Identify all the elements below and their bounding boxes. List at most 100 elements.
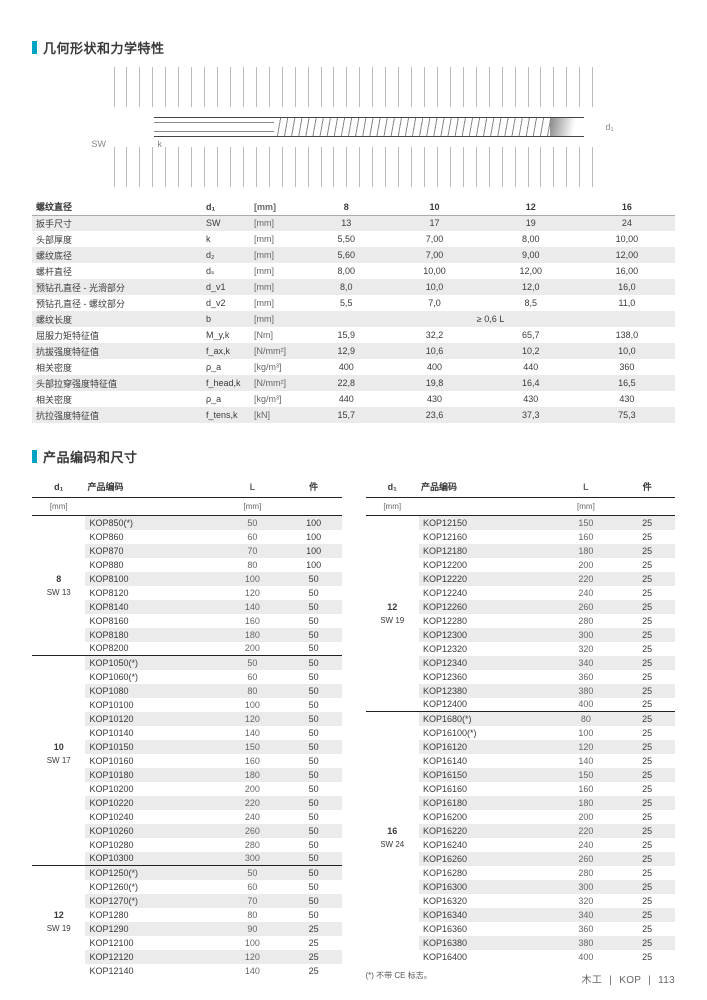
hdr-L: L <box>219 476 286 498</box>
product-row: KOP10808050 <box>32 684 342 698</box>
geometry-row: 螺杆直径dₛ[mm]8,0010,0012,0016,00 <box>32 263 675 279</box>
geometry-row: 预钻孔直径 - 光滑部分d_v1[mm]8,010,012,016,0 <box>32 279 675 295</box>
label-d1: d₁ <box>605 122 613 132</box>
product-row: KOP1238038025 <box>366 684 676 698</box>
product-row: KOP1012012050 <box>32 712 342 726</box>
product-row: KOP1240040025 <box>366 698 676 712</box>
product-row: 12KOP12808050 <box>32 908 342 922</box>
product-row: KOP850(*)50100 <box>32 516 342 530</box>
product-row: KOP1220020025 <box>366 558 676 572</box>
product-row: SW 24KOP1624024025 <box>366 838 676 852</box>
geometry-row: 头部拉穿强度特征值f_head,k[N/mm²]22,819,816,416,5 <box>32 375 675 391</box>
product-row: SW 17KOP1016016050 <box>32 754 342 768</box>
screw-shape <box>154 117 584 137</box>
product-row: KOP1214014025 <box>32 964 342 978</box>
product-row: KOP1020020050 <box>32 782 342 796</box>
product-row: KOP1050(*)5050 <box>32 656 342 670</box>
geometry-row: 扳手尺寸SW[mm]13171924 <box>32 215 675 231</box>
product-row: SW 19KOP1228028025 <box>366 614 676 628</box>
hdr-L-unit: [mm] <box>219 498 286 516</box>
geometry-row: 螺纹长度b[mm]≥ 0,6 L <box>32 311 675 327</box>
product-right-body: KOP1215015025KOP1216016025KOP1218018025K… <box>366 516 676 964</box>
product-row: KOP1618018025 <box>366 796 676 810</box>
geometry-row: 抗拉强度特征值f_tens,k[kN]15,723,637,375,3 <box>32 407 675 423</box>
product-row: SW 13KOP812012050 <box>32 586 342 600</box>
geometry-row: 相关密度ρ_a[kg/m³]400400440360 <box>32 359 675 375</box>
product-row: KOP820020050 <box>32 642 342 656</box>
product-row: KOP1018018050 <box>32 768 342 782</box>
product-row: KOP1026026050 <box>32 824 342 838</box>
product-row: KOP1628028025 <box>366 866 676 880</box>
product-row: KOP1014014050 <box>32 726 342 740</box>
geometry-row: 螺纹底径d₂[mm]5,607,009,0012,00 <box>32 247 675 263</box>
label-sw: SW <box>92 139 107 149</box>
geometry-table: 螺纹直径d₁[mm]8101216扳手尺寸SW[mm]13171924头部厚度k… <box>32 199 675 423</box>
product-row: KOP1234034025 <box>366 656 676 670</box>
accent-bar-icon <box>32 450 37 463</box>
product-row: KOP1218018025 <box>366 544 676 558</box>
footer-prod: KOP <box>619 975 641 986</box>
product-row: KOP88080100 <box>32 558 342 572</box>
geometry-row: 螺纹直径d₁[mm]8101216 <box>32 199 675 215</box>
product-row: KOP1634034025 <box>366 908 676 922</box>
product-row: KOP1638038025 <box>366 936 676 950</box>
geometry-row: 头部厚度k[mm]5,507,008,0010,00 <box>32 231 675 247</box>
product-row: KOP1626026025 <box>366 852 676 866</box>
product-row: KOP1022022050 <box>32 796 342 810</box>
product-table-left: d₁ 产品编码 L 件 [mm] [mm] KOP850(*)50100KOP8… <box>32 476 342 978</box>
product-row: KOP814014050 <box>32 600 342 614</box>
product-row: KOP1640040025 <box>366 950 676 964</box>
section1-title: 几何形状和力学特性 <box>32 38 675 57</box>
product-row: KOP1270(*)7050 <box>32 894 342 908</box>
product-row: KOP1210010025 <box>32 936 342 950</box>
geometry-row: 屈服力矩特征值M_y,k[Nm]15,932,265,7138,0 <box>32 327 675 343</box>
product-row: KOP1222022025 <box>366 572 676 586</box>
footer-cat: 木工 <box>582 975 603 986</box>
product-row: KOP1680(*)8025 <box>366 712 676 726</box>
product-row: KOP1212012025 <box>32 950 342 964</box>
product-row: KOP1614014025 <box>366 754 676 768</box>
hdr-d1-unit: [mm] <box>32 498 85 516</box>
ticks-bot <box>114 147 594 187</box>
product-row: KOP1232032025 <box>366 642 676 656</box>
product-row: 8KOP810010050 <box>32 572 342 586</box>
product-row: KOP818018050 <box>32 628 342 642</box>
product-row: KOP1612012025 <box>366 740 676 754</box>
product-left-body: KOP850(*)50100KOP86060100KOP87070100KOP8… <box>32 516 342 978</box>
product-row: KOP1250(*)5050 <box>32 866 342 880</box>
hdr-code: 产品编码 <box>85 476 219 498</box>
product-row: SW 19KOP12909025 <box>32 922 342 936</box>
hdr-qty: 件 <box>286 476 342 498</box>
product-row: KOP1010010050 <box>32 698 342 712</box>
accent-bar-icon <box>32 41 37 54</box>
screw-diagram: SW k d₁ <box>114 67 594 187</box>
geometry-row: 预钻孔直径 - 螺纹部分d_v2[mm]5,57,08,511,0 <box>32 295 675 311</box>
product-row: 16KOP1622022025 <box>366 824 676 838</box>
product-row: KOP1620020025 <box>366 810 676 824</box>
product-row: KOP1636036025 <box>366 922 676 936</box>
product-row: KOP87070100 <box>32 544 342 558</box>
product-row: KOP1615015025 <box>366 768 676 782</box>
product-row: KOP1060(*)6050 <box>32 670 342 684</box>
product-row: KOP1230030025 <box>366 628 676 642</box>
product-row: KOP1236036025 <box>366 670 676 684</box>
product-row: 10KOP1015015050 <box>32 740 342 754</box>
geometry-row: 相关密度ρ_a[kg/m³]440430430430 <box>32 391 675 407</box>
product-row: KOP16100(*)10025 <box>366 726 676 740</box>
product-row: KOP1216016025 <box>366 530 676 544</box>
label-k: k <box>158 139 163 149</box>
geometry-row: 抗拔强度特征值f_ax,k[N/mm²]12,910,610,210,0 <box>32 343 675 359</box>
product-row: KOP1616016025 <box>366 782 676 796</box>
product-row: KOP1028028050 <box>32 838 342 852</box>
section2-title-text: 产品编码和尺寸 <box>43 447 138 466</box>
product-row: 12KOP1226026025 <box>366 600 676 614</box>
geometry-tbody: 螺纹直径d₁[mm]8101216扳手尺寸SW[mm]13171924头部厚度k… <box>32 199 675 423</box>
product-row: KOP1215015025 <box>366 516 676 530</box>
page-footer: 木工 | KOP | 113 <box>582 971 675 986</box>
section1-title-text: 几何形状和力学特性 <box>43 38 165 57</box>
product-row: KOP1632032025 <box>366 894 676 908</box>
hdr-d1: d₁ <box>32 476 85 498</box>
product-row: KOP1260(*)6050 <box>32 880 342 894</box>
product-row: KOP816016050 <box>32 614 342 628</box>
product-row: KOP1224024025 <box>366 586 676 600</box>
